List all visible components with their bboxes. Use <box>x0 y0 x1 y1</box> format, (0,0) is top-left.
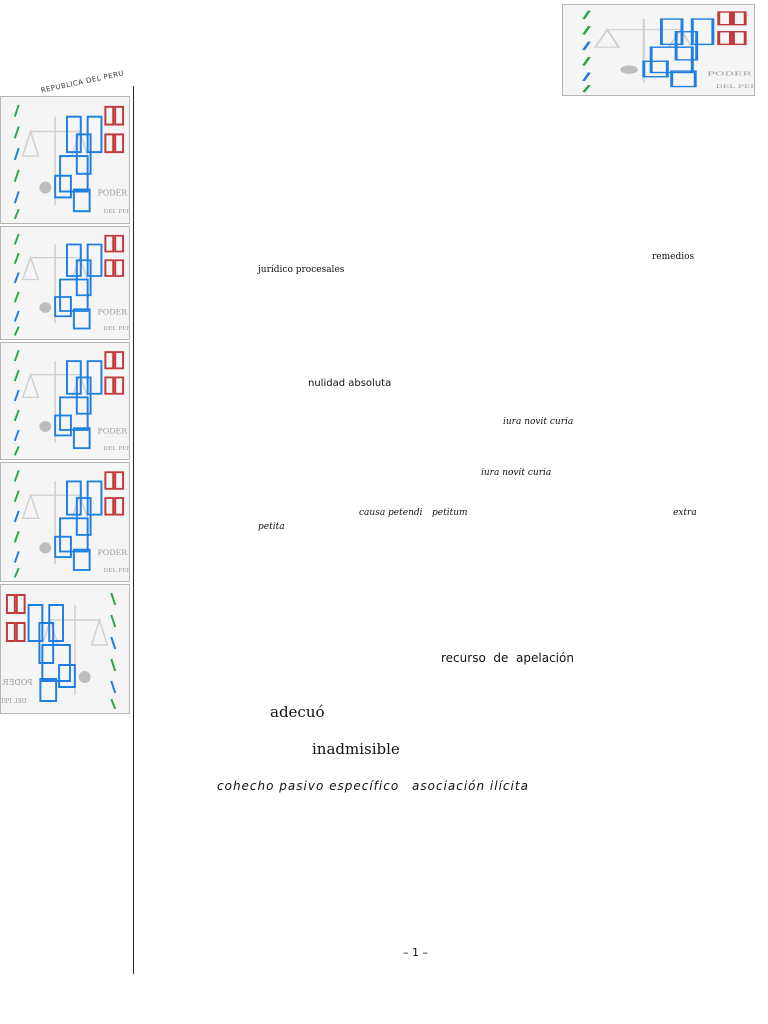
poder-judicial-logo-icon <box>563 5 754 95</box>
seal-caption: REPUBLICA DEL PERU <box>40 69 125 95</box>
sidebar-logo-5 <box>0 584 130 714</box>
poder-judicial-logo-icon <box>1 227 129 339</box>
sidebar-logo-3 <box>0 342 130 460</box>
poder-judicial-logo-icon <box>1 585 129 713</box>
text-adecuo: adecuó <box>270 703 325 721</box>
text-juridico-procesales: jurídico procesales <box>258 265 345 275</box>
text-causa-petendi: causa petendi <box>359 508 423 518</box>
text-petita: petita <box>258 522 285 532</box>
sidebar-logo-2 <box>0 226 130 340</box>
text-extra: extra <box>673 508 697 518</box>
page-number: – 1 – <box>403 946 428 959</box>
text-recurso-de-apelacion: recurso de apelación <box>441 651 574 665</box>
poder-judicial-logo-icon <box>1 97 129 223</box>
text-cohecho-pasivo: cohecho pasivo específico <box>217 779 400 793</box>
poder-judicial-logo-icon <box>1 343 129 459</box>
sidebar-logo-4 <box>0 462 130 582</box>
text-asociacion-ilicita: asociación ilícita <box>412 779 529 793</box>
text-inadmisible: inadmisible <box>312 740 400 758</box>
text-remedios: remedios <box>652 252 695 262</box>
sidebar-logo-1 <box>0 96 130 224</box>
text-petitum: petitum <box>432 508 468 518</box>
text-iura-novit-curia-1: iura novit curia <box>503 417 574 427</box>
poder-judicial-logo-icon <box>1 463 129 581</box>
text-nulidad-absoluta: nulidad absoluta <box>308 378 392 389</box>
text-iura-novit-curia-2: iura novit curia <box>481 468 552 478</box>
left-margin-rule <box>133 86 134 974</box>
top-right-logo <box>562 4 755 96</box>
